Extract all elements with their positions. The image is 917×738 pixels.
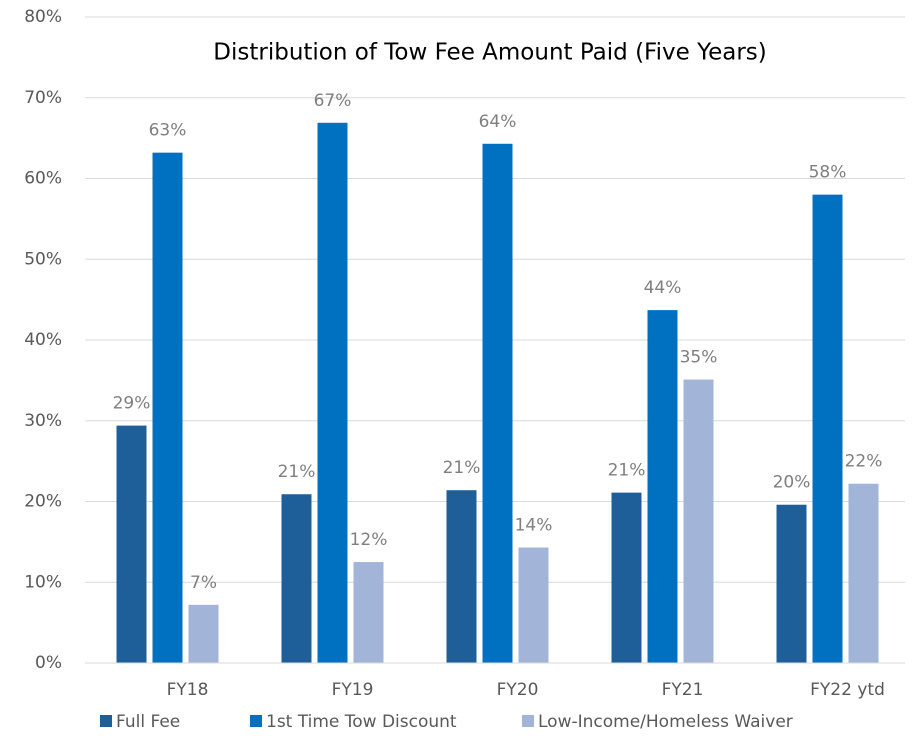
- x-tick-label: FY21: [662, 680, 704, 700]
- bar: [116, 425, 147, 663]
- bar: [848, 483, 879, 663]
- bar: [188, 604, 219, 663]
- bar: [353, 562, 384, 663]
- value-label: 21%: [443, 458, 481, 478]
- y-tick-label: 30%: [24, 411, 62, 431]
- legend-label: Full Fee: [116, 712, 180, 732]
- value-label: 12%: [350, 530, 388, 550]
- bar: [152, 152, 183, 663]
- bar: [446, 490, 477, 663]
- legend-swatch: [250, 715, 262, 727]
- legend-swatch: [522, 715, 534, 727]
- value-label: 14%: [515, 516, 553, 536]
- x-tick-label: FY19: [332, 680, 374, 700]
- legend-label: 1st Time Tow Discount: [266, 712, 457, 732]
- value-label: 21%: [278, 462, 316, 482]
- value-label: 44%: [644, 278, 682, 298]
- value-label: 20%: [773, 473, 811, 493]
- x-tick-label: FY22 ytd: [810, 680, 885, 700]
- bar: [611, 492, 642, 663]
- y-tick-label: 70%: [24, 88, 62, 108]
- value-label: 58%: [809, 163, 847, 183]
- chart-title: Distribution of Tow Fee Amount Paid (Fiv…: [213, 40, 766, 66]
- legend-label: Low-Income/Homeless Waiver: [538, 712, 793, 732]
- x-tick-label: FY20: [497, 680, 539, 700]
- value-label: 7%: [190, 573, 217, 593]
- y-tick-label: 0%: [35, 653, 62, 673]
- bar: [776, 504, 807, 663]
- value-label: 35%: [680, 348, 718, 368]
- bar: [647, 310, 678, 663]
- y-tick-label: 50%: [24, 249, 62, 269]
- value-label: 29%: [113, 394, 151, 414]
- value-label: 22%: [845, 452, 883, 472]
- bar: [482, 143, 513, 664]
- y-tick-label: 80%: [24, 7, 62, 27]
- value-label: 67%: [314, 91, 352, 111]
- legend-swatch: [100, 715, 112, 727]
- y-tick-label: 40%: [24, 330, 62, 350]
- bar: [518, 547, 549, 663]
- value-label: 21%: [608, 461, 646, 481]
- bar: [683, 379, 714, 663]
- value-label: 63%: [149, 121, 187, 141]
- y-tick-label: 10%: [24, 572, 62, 592]
- bar: [281, 494, 312, 663]
- y-tick-label: 60%: [24, 169, 62, 189]
- y-tick-label: 20%: [24, 492, 62, 512]
- x-tick-label: FY18: [167, 680, 209, 700]
- bar: [317, 122, 348, 664]
- value-label: 64%: [479, 112, 517, 132]
- bar: [812, 194, 843, 663]
